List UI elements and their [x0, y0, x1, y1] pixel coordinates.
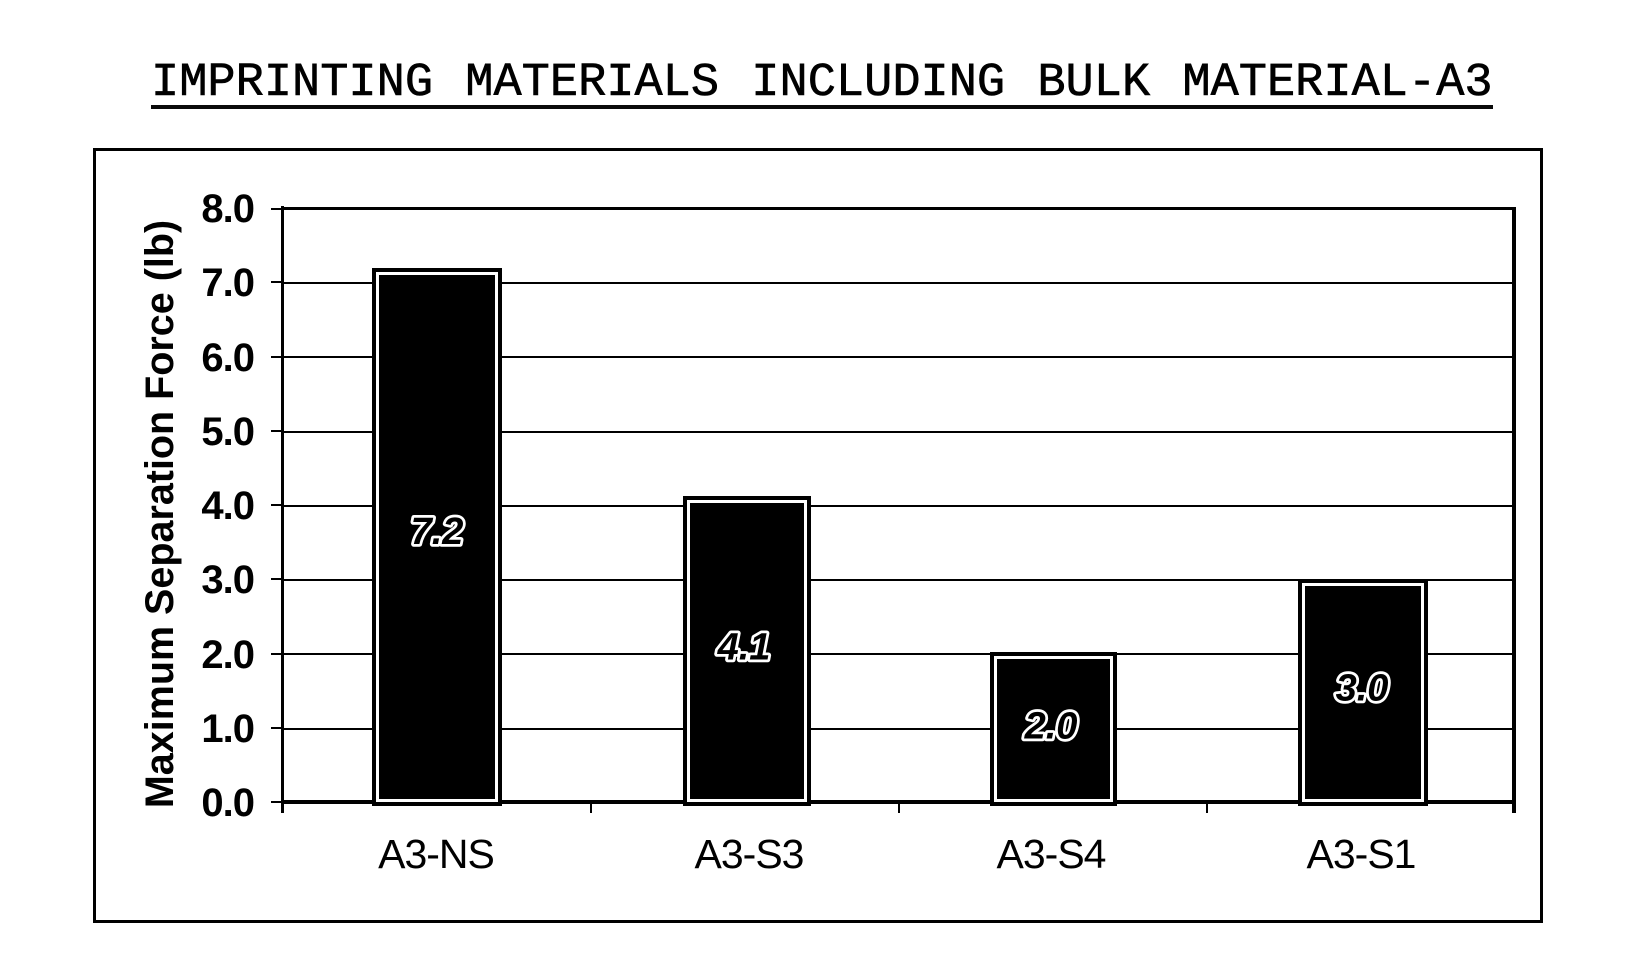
svg-text:2.0: 2.0	[1024, 706, 1078, 748]
svg-text:4.1: 4.1	[717, 627, 771, 669]
svg-text:7.2: 7.2	[411, 511, 464, 553]
svg-text:3.0: 3.0	[1336, 668, 1389, 710]
